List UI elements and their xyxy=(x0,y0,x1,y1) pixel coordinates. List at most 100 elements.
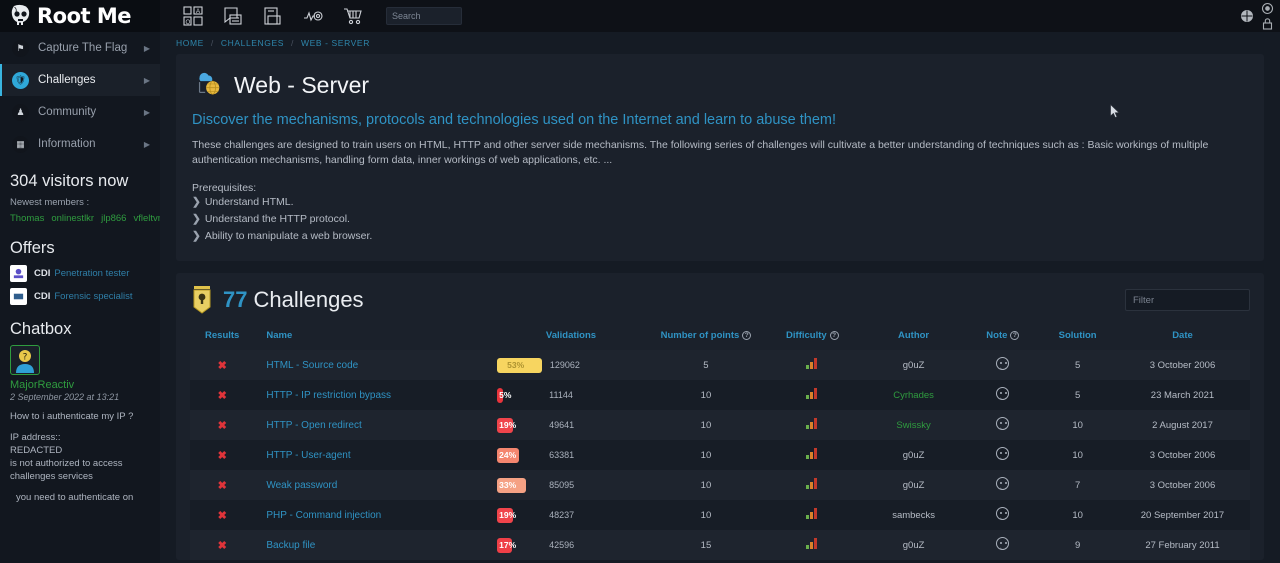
filter-placeholder: Filter xyxy=(1133,294,1155,306)
printer-docs-icon[interactable] xyxy=(262,5,284,27)
table-row[interactable]: ✖ HTML - Source code 53% 129062 5 g0uZ 5 3 Octo… xyxy=(190,350,1250,380)
validation-progress-bar: 5% xyxy=(497,387,511,403)
help-icon[interactable]: ? xyxy=(829,331,839,340)
sidebar-item-label: Information xyxy=(38,138,96,150)
sidebar-item-information[interactable]: ▦ Information ▶ xyxy=(0,128,160,160)
challenge-link[interactable]: HTTP - IP restriction bypass xyxy=(266,389,392,401)
help-icon[interactable]: ? xyxy=(1010,331,1020,340)
author-link[interactable]: Swissky xyxy=(896,419,931,431)
smiley-icon[interactable] xyxy=(996,507,1010,520)
chat-username[interactable]: MajorReactiv xyxy=(10,379,75,391)
cell-validations: 53% 129062 xyxy=(493,350,649,380)
challenge-link[interactable]: PHP - Command injection xyxy=(266,509,382,521)
page-title: Web - Server xyxy=(234,72,370,98)
column-header-validations[interactable]: Validations xyxy=(545,330,597,341)
sidebar-item-challenges[interactable]: 🛡 Challenges ▶ xyxy=(0,64,160,96)
prerequisites-list: ❯ Understand HTML. ❯ Understand the HTTP p… xyxy=(192,194,1248,245)
table-row[interactable]: ✖ Weak password 33% 85095 10 g0uZ 7 3 October 2… xyxy=(190,470,1250,500)
validation-progress-bar: 17% xyxy=(497,537,516,553)
validation-percent: 5% xyxy=(499,390,512,400)
cell-note xyxy=(965,380,1040,410)
smiley-icon[interactable] xyxy=(996,447,1010,460)
cloud-globe-icon xyxy=(192,68,224,103)
validation-progress-bar: 19% xyxy=(497,507,516,523)
not-solved-icon: ✖ xyxy=(217,389,227,402)
cell-solution: 5 xyxy=(1074,359,1081,371)
challenge-link[interactable]: HTML - Source code xyxy=(266,359,359,371)
member-link[interactable]: Thomas xyxy=(10,213,45,224)
table-row[interactable]: ✖ PHP - Command injection 19% 48237 10 sambec… xyxy=(190,500,1250,530)
qr-challenge-icon[interactable]: A Q xyxy=(182,5,204,27)
offer-item-forensic-specialist[interactable]: CDI Forensic specialist xyxy=(0,285,160,308)
smiley-icon[interactable] xyxy=(996,387,1010,400)
cell-difficulty xyxy=(763,410,862,440)
cell-author: g0uZ xyxy=(862,440,966,470)
cell-note xyxy=(965,350,1040,380)
author-link[interactable]: g0uZ xyxy=(902,539,925,551)
breadcrumb-item-web-server[interactable]: WEB - SERVER xyxy=(301,38,370,48)
filter-input[interactable]: Filter xyxy=(1125,289,1250,311)
chevron-right-icon: ❯ xyxy=(192,196,201,208)
avatar[interactable]: ? xyxy=(10,345,40,375)
author-link[interactable]: g0uZ xyxy=(902,359,925,371)
smiley-icon[interactable] xyxy=(996,357,1010,370)
brand-logo[interactable]: Root Me xyxy=(0,0,160,32)
table-row[interactable]: ✖ Backup file 17% 42596 15 g0uZ 9 27 February 2… xyxy=(190,530,1250,560)
cell-result: ✖ xyxy=(190,380,254,410)
table-row[interactable]: ✖ HTTP - IP restriction bypass 5% 11144 10 Cy… xyxy=(190,380,1250,410)
cell-result: ✖ xyxy=(190,410,254,440)
column-header-author[interactable]: Author xyxy=(898,330,930,341)
author-link[interactable]: g0uZ xyxy=(902,449,925,461)
breadcrumb-item-home[interactable]: HOME xyxy=(176,38,204,48)
smiley-icon[interactable] xyxy=(996,417,1010,430)
help-icon[interactable]: ? xyxy=(742,331,752,340)
offer-item-penetration-tester[interactable]: CDI Penetration tester xyxy=(0,262,160,285)
column-header-points[interactable]: Number of points? xyxy=(649,325,763,350)
challenge-link[interactable]: HTTP - Open redirect xyxy=(266,419,362,431)
shopping-cart-icon[interactable] xyxy=(342,5,364,27)
newest-members-list: Thomasonlinestlkrjlp866vfleltvmfldhs07Ph… xyxy=(0,210,160,225)
table-row[interactable]: ✖ HTTP - User-agent 24% 63381 10 g0uZ 10 3 Octo… xyxy=(190,440,1250,470)
smiley-icon[interactable] xyxy=(996,537,1010,550)
smiley-icon[interactable] xyxy=(996,477,1010,490)
column-header-date[interactable]: Date xyxy=(1172,330,1193,341)
chatbox-title: Chatbox xyxy=(10,320,72,338)
author-link[interactable]: Cyrhades xyxy=(893,389,934,401)
column-header-note[interactable]: Note? xyxy=(965,325,1040,350)
svg-text:?: ? xyxy=(23,353,28,363)
column-header-results[interactable]: Results xyxy=(205,330,240,341)
chevron-right-icon: ❯ xyxy=(192,213,201,225)
challenge-link[interactable]: Backup file xyxy=(266,539,316,551)
chat-line: IP address:: xyxy=(10,432,61,443)
settings-gear-icon[interactable] xyxy=(1261,2,1274,15)
member-link[interactable]: jlp866 xyxy=(101,213,127,224)
activity-target-icon[interactable] xyxy=(302,5,324,27)
cell-points: 10 xyxy=(700,479,712,491)
premium-card-icon[interactable] xyxy=(222,5,244,27)
challenge-link[interactable]: HTTP - User-agent xyxy=(266,449,351,461)
difficulty-bars-icon xyxy=(806,478,818,489)
globe-language-icon[interactable] xyxy=(1240,9,1254,23)
cell-difficulty xyxy=(763,530,862,560)
chevron-right-icon: ▶ xyxy=(143,75,150,85)
author-link[interactable]: g0uZ xyxy=(902,479,925,491)
breadcrumb-item-challenges[interactable]: CHALLENGES xyxy=(220,38,285,48)
sidebar-item-community[interactable]: ♟ Community ▶ xyxy=(0,96,160,128)
challenges-count: 77 xyxy=(223,287,248,312)
table-row[interactable]: ✖ HTTP - Open redirect 19% 49641 10 Swissky 10… xyxy=(190,410,1250,440)
member-link[interactable]: vfleltvmfldhs07 xyxy=(133,213,160,224)
sidebar-item-capture-the-flag[interactable]: ⚑ Capture The Flag ▶ xyxy=(0,32,160,64)
column-header-name[interactable]: Name xyxy=(266,330,293,341)
offer-contract-type: CDI xyxy=(34,291,51,302)
author-link[interactable]: sambecks xyxy=(892,509,935,521)
cell-note xyxy=(965,440,1040,470)
info-grid-icon: ▦ xyxy=(12,135,29,153)
cell-author: g0uZ xyxy=(862,470,966,500)
member-link[interactable]: onlinestlkr xyxy=(51,213,95,224)
lock-login-icon[interactable] xyxy=(1261,17,1274,30)
validation-percent: 33% xyxy=(499,480,517,490)
search-input[interactable]: Search xyxy=(386,7,462,25)
column-header-difficulty[interactable]: Difficulty? xyxy=(763,325,862,350)
challenge-link[interactable]: Weak password xyxy=(266,479,338,491)
column-header-solution[interactable]: Solution xyxy=(1058,330,1097,341)
